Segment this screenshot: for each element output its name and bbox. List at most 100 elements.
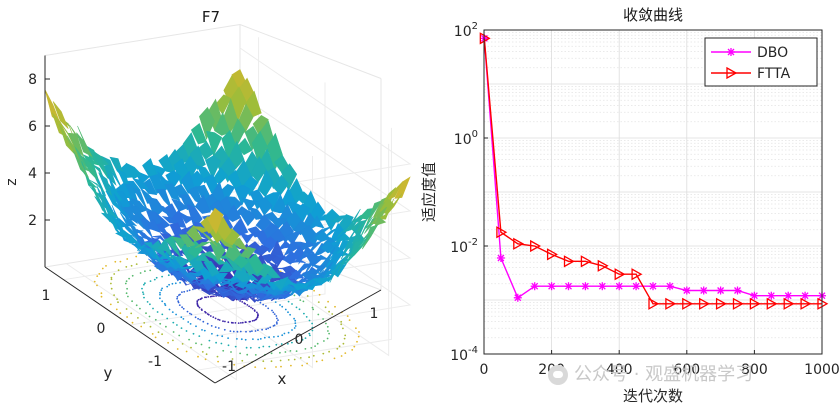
scatter-point xyxy=(215,341,218,344)
surface-patch xyxy=(217,254,234,265)
scatter-point xyxy=(322,352,325,355)
scatter-point xyxy=(249,320,252,323)
scatter-point xyxy=(293,327,296,329)
scatter-point xyxy=(141,287,143,290)
scatter-point xyxy=(306,362,308,365)
surface-patch xyxy=(362,224,379,250)
scatter-point xyxy=(326,337,329,340)
series-marker-ftta xyxy=(766,297,778,310)
surface-patch xyxy=(251,130,268,167)
scatter-point xyxy=(305,316,308,318)
scatter-point xyxy=(344,352,347,354)
surface-patch xyxy=(164,183,181,202)
scatter-point xyxy=(258,346,261,349)
scatter-point xyxy=(144,282,146,285)
grid-line xyxy=(129,82,326,326)
scatter-point xyxy=(299,357,302,359)
scatter-point xyxy=(196,301,199,303)
scatter-point xyxy=(246,353,249,356)
surface-patch xyxy=(256,196,273,216)
surface-patch xyxy=(157,237,174,260)
scatter-point xyxy=(179,281,182,284)
scatter-point xyxy=(96,275,99,277)
x-tick-label: 1 xyxy=(370,306,379,322)
scatter-point xyxy=(223,328,226,331)
series-marker-ftta xyxy=(513,237,525,250)
scatter-point xyxy=(139,272,142,274)
surface-patch xyxy=(241,197,258,212)
surface-patch xyxy=(178,211,195,224)
scatter-point xyxy=(348,319,351,321)
surface-patch xyxy=(298,246,315,265)
scatter-point xyxy=(255,318,258,321)
scatter-point xyxy=(281,334,284,337)
scatter-point xyxy=(227,344,230,347)
scatter-point xyxy=(114,260,117,263)
scatter-point xyxy=(159,291,161,294)
surface-patch xyxy=(206,283,223,294)
y-tick-label: 100 xyxy=(454,129,478,148)
scatter-point xyxy=(275,321,278,324)
scatter-point xyxy=(210,325,213,327)
surface-patch xyxy=(218,260,235,273)
scatter-point xyxy=(277,319,279,321)
scatter-point xyxy=(230,351,232,353)
scatter-point xyxy=(161,313,164,316)
scatter-point xyxy=(334,305,336,308)
surface-patch xyxy=(225,204,242,222)
surface-patch xyxy=(257,169,274,198)
scatter-point xyxy=(143,296,145,299)
scatter-point xyxy=(201,351,204,353)
series-marker-dbo xyxy=(665,282,674,291)
scatter-point xyxy=(143,283,145,286)
scatter-point xyxy=(318,293,321,296)
scatter-point xyxy=(194,316,197,319)
scatter-point xyxy=(356,340,358,343)
surface-patch xyxy=(260,253,277,264)
watermark-text: 公众号 · 观盛机器学习 xyxy=(574,364,754,385)
scatter-point xyxy=(295,306,298,309)
scatter-point xyxy=(110,282,112,285)
scatter-point xyxy=(310,347,313,349)
scatter-point xyxy=(161,333,164,336)
scatter-point xyxy=(205,353,208,356)
x-tick-label: 800 xyxy=(741,362,768,378)
scatter-point xyxy=(178,304,181,306)
scatter-point xyxy=(281,305,284,308)
scatter-point xyxy=(125,308,128,310)
scatter-point xyxy=(311,322,313,325)
surface-patch xyxy=(284,230,302,246)
series-marker-ftta xyxy=(546,248,558,261)
scatter-point xyxy=(207,313,210,316)
scatter-point xyxy=(217,318,220,321)
scatter-point xyxy=(165,325,167,328)
scatter-point xyxy=(182,307,185,310)
scatter-point xyxy=(236,330,239,333)
scatter-point xyxy=(232,330,235,333)
surface-patch xyxy=(240,210,257,227)
scatter-point xyxy=(208,346,211,349)
surface-patch xyxy=(205,155,221,180)
surface-patch xyxy=(329,222,346,243)
y-tick-label: 1 xyxy=(42,288,51,304)
surface-patch xyxy=(290,258,306,264)
scatter-point xyxy=(190,346,192,349)
surface-patch xyxy=(73,150,89,178)
surface-patch xyxy=(136,244,153,254)
scatter-point xyxy=(143,322,146,324)
surface-patch xyxy=(234,184,251,206)
series-marker-ftta xyxy=(648,297,660,310)
scatter-point xyxy=(271,309,273,312)
scatter-point xyxy=(239,300,242,302)
scatter-point xyxy=(124,282,127,285)
scatter-point xyxy=(101,267,104,270)
surface-patch xyxy=(171,198,188,212)
scatter-point xyxy=(144,270,146,273)
scatter-point xyxy=(301,338,304,341)
surface-patch xyxy=(267,292,284,299)
scatter-point xyxy=(227,337,230,339)
scatter-point xyxy=(126,316,128,318)
scatter-point xyxy=(186,310,189,313)
scatter-point xyxy=(142,293,145,295)
surface-patch xyxy=(358,210,374,232)
